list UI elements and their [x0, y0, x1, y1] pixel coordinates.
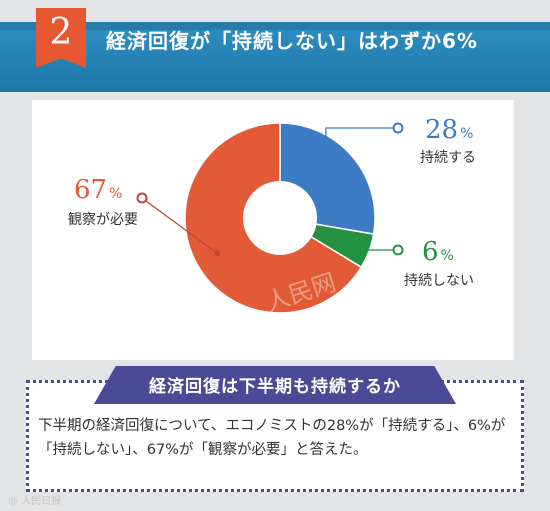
slice-value: 28%: [425, 115, 473, 145]
slice-category: 観察が必要: [68, 211, 138, 228]
anchor-dot: [214, 250, 221, 257]
summary-text: 下半期の経済回復について、エコノミストの28%が「持続する」、6%が「持続しない…: [38, 418, 506, 458]
summary-ribbon: [94, 366, 456, 404]
end-dot: [136, 192, 148, 204]
leader-line: [141, 197, 218, 254]
anchor-dot: [322, 176, 329, 183]
slice-value: 67%: [74, 175, 122, 205]
summary-heading: 経済回復は下半期も持続するか: [149, 377, 401, 397]
end-dot: [392, 244, 404, 256]
page-title: 経済回復が「持続しない」はわずか6%: [106, 29, 478, 53]
anchor-dot: [340, 238, 347, 245]
chart-panel: 人民网 28% 持続する 6% 持続しない 67% 観察が必要: [32, 100, 514, 360]
section-number-badge: [36, 8, 86, 68]
source-credit: @ 人民日报: [8, 496, 62, 507]
end-dot: [392, 122, 404, 134]
slice-category: 持続しない: [404, 272, 474, 289]
donut-hole: [243, 181, 317, 255]
header-shade: [0, 22, 550, 30]
leader-line: [325, 127, 398, 180]
slice-category: 持続する: [420, 149, 476, 166]
header-banner: [0, 22, 550, 92]
section-number: 2: [49, 12, 73, 53]
slice-value: 6%: [422, 237, 454, 267]
slice-label-2: 6 % 持続しない: [340, 237, 474, 289]
labels-layer: 28 % 持続する 6 % 持続しない 67 % 観察が必要: [68, 115, 476, 289]
